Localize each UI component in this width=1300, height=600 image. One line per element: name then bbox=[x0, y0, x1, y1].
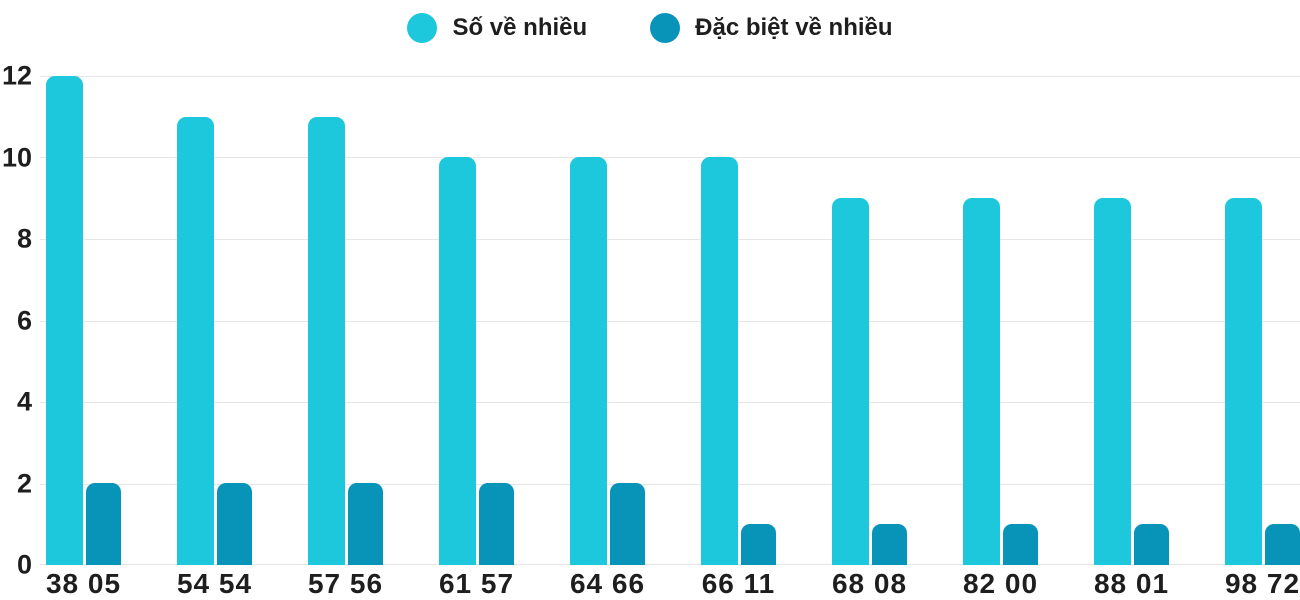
bar-series-1 bbox=[1134, 524, 1169, 565]
x-axis-label: 54 54 bbox=[176, 568, 253, 599]
legend-swatch-icon bbox=[407, 13, 438, 43]
legend-swatch-icon bbox=[650, 13, 681, 43]
gridline-y-6 bbox=[40, 321, 1300, 322]
bar-group-66-11 bbox=[701, 76, 776, 565]
bar-group-54-54 bbox=[177, 76, 252, 565]
bar-series-1 bbox=[348, 483, 383, 565]
bar-series-1 bbox=[479, 483, 514, 565]
bar-series-1 bbox=[741, 524, 776, 565]
bar-series-0 bbox=[308, 117, 345, 565]
y-tick-label-8: 8 bbox=[16, 223, 32, 254]
bar-group-38-05 bbox=[46, 76, 121, 565]
x-axis-labels: 38 05 54 54 57 56 61 57 64 66 66 11 68 08 82 00… bbox=[40, 568, 1300, 600]
chart-legend: Số về nhiều Đặc biệt về nhiều bbox=[0, 13, 1300, 43]
y-tick-label-6: 6 bbox=[16, 305, 32, 335]
x-axis-label: 57 56 bbox=[307, 568, 384, 599]
x-axis-label: 98 72 bbox=[1224, 568, 1300, 599]
gridline-y-12 bbox=[40, 76, 1300, 77]
legend-item-series-0[interactable]: Số về nhiều bbox=[407, 13, 587, 43]
bar-group-64-66 bbox=[570, 76, 645, 565]
x-axis-label: 66 11 bbox=[701, 568, 776, 599]
y-tick-label-0: 0 bbox=[16, 549, 32, 580]
bar-group-88-01 bbox=[1094, 76, 1169, 565]
bar-series-1 bbox=[86, 483, 121, 565]
plot-area bbox=[40, 76, 1300, 565]
y-tick-label-12: 12 bbox=[1, 60, 32, 91]
bar-series-1 bbox=[610, 483, 645, 565]
gridline-y-4 bbox=[40, 402, 1300, 403]
bar-series-1 bbox=[872, 524, 907, 565]
gridline-y-0 bbox=[40, 564, 1300, 565]
bar-group-68-08 bbox=[832, 76, 907, 565]
gridline-y-10 bbox=[40, 157, 1300, 158]
bar-group-61-57 bbox=[439, 76, 514, 565]
bar-group-82-00 bbox=[963, 76, 1038, 565]
gridline-y-8 bbox=[40, 239, 1300, 240]
bar-series-0 bbox=[177, 117, 214, 565]
bar-series-0 bbox=[1094, 198, 1131, 565]
y-tick-label-10: 10 bbox=[1, 142, 32, 172]
x-axis-label: 64 66 bbox=[569, 568, 646, 599]
y-tick-label-2: 2 bbox=[16, 468, 32, 498]
bar-series-0 bbox=[570, 157, 607, 565]
bar-series-1 bbox=[1265, 524, 1300, 565]
bar-group-57-56 bbox=[308, 76, 383, 565]
gridline-y-2 bbox=[40, 484, 1300, 485]
legend-item-series-1[interactable]: Đặc biệt về nhiều bbox=[650, 13, 893, 43]
legend-label-series-1: Đặc biệt về nhiều bbox=[695, 14, 893, 41]
x-axis-label: 38 05 bbox=[45, 568, 122, 599]
bar-series-1 bbox=[217, 483, 252, 565]
x-axis-label: 82 00 bbox=[962, 568, 1039, 599]
bar-series-0 bbox=[963, 198, 1000, 565]
y-tick-label-4: 4 bbox=[16, 386, 32, 417]
bar-series-0 bbox=[832, 198, 869, 565]
x-axis-label: 88 01 bbox=[1093, 568, 1170, 599]
x-axis-label: 61 57 bbox=[438, 568, 515, 599]
bar-series-1 bbox=[1003, 524, 1038, 565]
bar-series-0 bbox=[439, 157, 476, 565]
x-axis-label: 68 08 bbox=[831, 568, 908, 599]
legend-label-series-0: Số về nhiều bbox=[452, 14, 588, 41]
bar-series-0 bbox=[46, 76, 83, 565]
bar-series-0 bbox=[701, 157, 738, 565]
bar-group-98-72 bbox=[1225, 76, 1300, 565]
bar-series-0 bbox=[1225, 198, 1262, 565]
